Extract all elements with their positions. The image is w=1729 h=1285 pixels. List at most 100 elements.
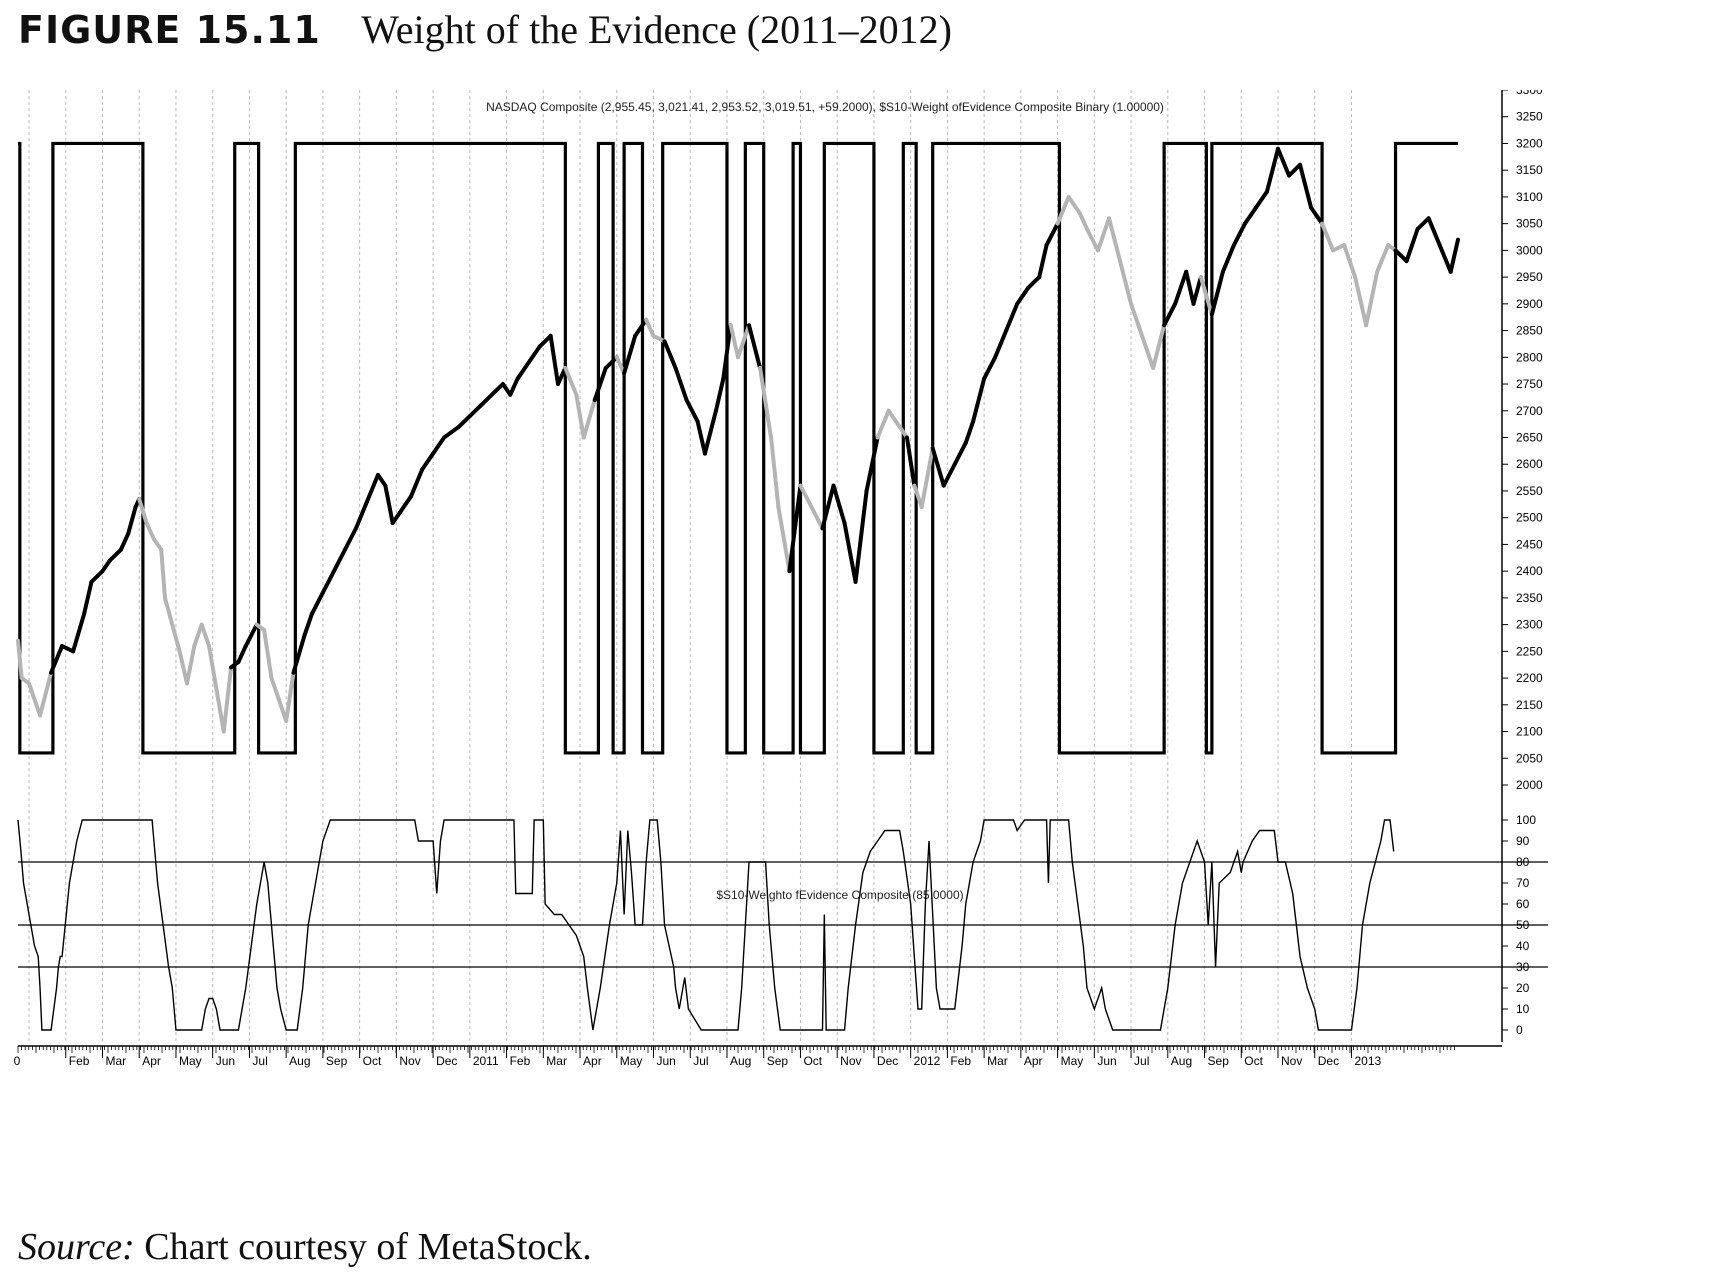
price-segment	[126, 505, 138, 536]
price-segment	[1220, 243, 1236, 274]
price-segment	[1096, 216, 1112, 253]
price-segment	[144, 521, 156, 542]
price-segment	[1437, 243, 1453, 274]
price-segment	[747, 323, 763, 370]
source-prefix: Source:	[18, 1226, 135, 1268]
price-segment	[409, 467, 425, 499]
x-tick-label: Feb	[950, 1054, 971, 1068]
price-segment	[787, 483, 803, 574]
price-segment	[1198, 275, 1214, 317]
price-segment	[71, 611, 87, 654]
price-segment	[1151, 323, 1167, 370]
price-segment	[159, 547, 167, 600]
price-segment	[364, 472, 380, 504]
x-tick-label: Mar	[546, 1054, 567, 1068]
price-segment	[1298, 162, 1314, 210]
y-tick-label: 2800	[1516, 350, 1543, 364]
x-tick-label: Jun	[216, 1054, 235, 1068]
y-tick-label: 20	[1516, 981, 1530, 995]
x-tick-label: Feb	[69, 1054, 90, 1068]
price-segment	[467, 403, 483, 419]
price-segment	[904, 435, 917, 488]
y-tick-label: 2750	[1516, 377, 1543, 391]
price-segment	[592, 366, 608, 403]
price-segment	[893, 419, 909, 440]
price-segment	[236, 644, 248, 665]
price-segment	[184, 644, 197, 686]
x-tick-label: Jul	[1134, 1054, 1149, 1068]
price-segment	[556, 366, 568, 387]
source-note: Source: Chart courtesy of MetaStock.	[18, 1225, 592, 1269]
x-tick-label: May	[179, 1054, 202, 1068]
price-segment	[177, 649, 189, 686]
composite-line	[17, 819, 1395, 1031]
price-segment	[383, 483, 395, 526]
price-segment	[162, 595, 175, 627]
price-segment	[853, 488, 869, 584]
x-tick-label: Jul	[693, 1054, 708, 1068]
price-segment	[221, 665, 234, 734]
price-segment	[456, 414, 472, 429]
price-segment	[192, 622, 204, 648]
price-segment	[390, 510, 403, 526]
price-segment	[798, 483, 814, 509]
y-tick-label: 60	[1516, 897, 1530, 911]
price-segment	[1253, 189, 1269, 210]
price-segment	[971, 376, 987, 424]
price-segment	[1209, 269, 1225, 317]
lower-chart-title: $S10-Weighto fEvidence Composite (85.000…	[716, 888, 963, 902]
price-segment	[1342, 243, 1358, 280]
price-segment	[702, 408, 718, 456]
price-segment	[651, 333, 667, 344]
x-tick-label: 2011	[473, 1054, 499, 1068]
price-segment	[842, 521, 858, 584]
price-segment	[302, 611, 314, 638]
x-tick-label: 2012	[914, 1054, 941, 1068]
price-segment	[526, 344, 542, 365]
price-segment	[1287, 162, 1303, 178]
price-segment	[1118, 259, 1134, 306]
price-segment	[1107, 216, 1123, 264]
price-segment	[728, 323, 740, 360]
price-segment	[537, 333, 553, 349]
price-segment	[1129, 301, 1145, 338]
price-segment	[398, 494, 414, 515]
price-segment	[886, 408, 898, 424]
price-segment	[695, 419, 707, 456]
x-tick-label: Apr	[583, 1054, 602, 1068]
price-segment	[776, 505, 792, 574]
y-tick-label: 50	[1516, 918, 1530, 932]
x-tick-label: Nov	[1281, 1054, 1302, 1068]
stock-chart: NASDAQ Composite (2,955.45, 3,021.41, 2,…	[14, 90, 1548, 1068]
price-segment	[151, 537, 164, 552]
y-tick-label: 2400	[1516, 564, 1543, 578]
x-tick-label: Oct	[1244, 1054, 1263, 1068]
price-segment	[243, 622, 259, 648]
x-tick-label: Jun	[1097, 1054, 1116, 1068]
price-segment	[478, 392, 494, 408]
price-segment	[60, 644, 76, 654]
price-segment	[1004, 301, 1020, 333]
price-segment	[1066, 194, 1082, 215]
price-segment	[291, 633, 307, 675]
price-segment	[49, 644, 65, 675]
x-tick-label: Dec	[1318, 1054, 1339, 1068]
price-segment	[89, 569, 105, 584]
y-tick-label: 2500	[1516, 511, 1543, 525]
x-axis: 0 Feb Mar Apr May Jun Jul Aug Sep Oct Nov Dec 2011 Fe…	[14, 1045, 1502, 1068]
y-tick-label: 40	[1516, 939, 1530, 953]
price-segment	[1173, 269, 1189, 306]
upper-chart-title: NASDAQ Composite (2,955.45, 3,021.41, 2,…	[486, 100, 1164, 114]
price-segment	[214, 686, 226, 734]
x-tick-label: Oct	[363, 1054, 382, 1068]
price-segment	[376, 472, 388, 488]
price-segment	[284, 670, 296, 723]
price-segment	[118, 531, 131, 552]
figure-label: FIGURE 15.11	[18, 8, 321, 52]
x-tick-label: Mar	[105, 1054, 126, 1068]
x-tick-label: Aug	[289, 1054, 310, 1068]
price-segment	[919, 446, 935, 509]
y-tick-label: 3200	[1516, 136, 1543, 150]
price-segment	[207, 644, 219, 691]
x-tick-label: Dec	[877, 1054, 898, 1068]
